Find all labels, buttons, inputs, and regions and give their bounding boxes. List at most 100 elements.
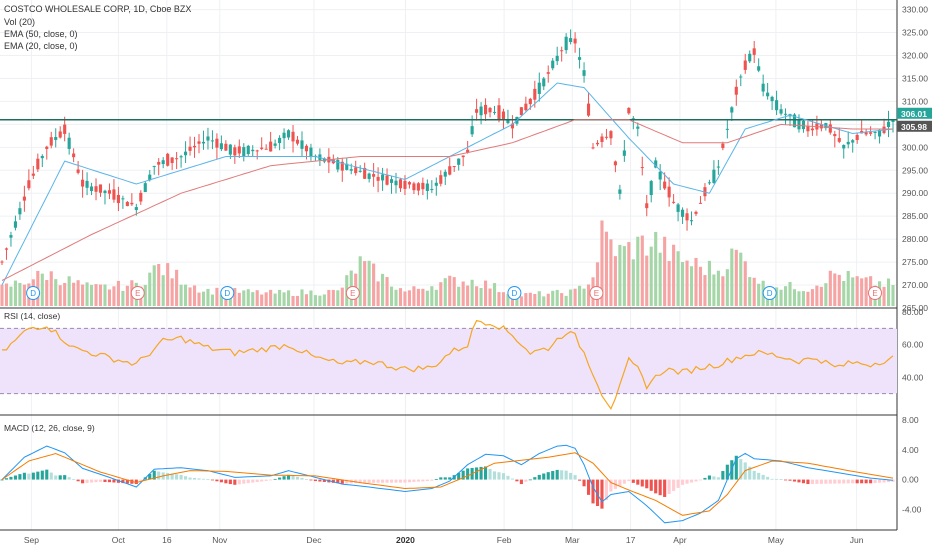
- earnings-marker[interactable]: E: [345, 286, 360, 300]
- candle-body: [470, 126, 474, 135]
- event-label: D: [767, 289, 773, 298]
- macd-histogram-bar: [542, 473, 546, 480]
- earnings-marker[interactable]: E: [868, 286, 882, 300]
- macd-histogram-bar: [242, 479, 246, 484]
- macd-histogram-bar: [381, 479, 385, 483]
- candle-body: [103, 190, 107, 194]
- candle-body: [143, 183, 147, 193]
- price-tick-label: 320.00: [902, 51, 928, 61]
- volume-bar: [645, 255, 649, 306]
- candle-body: [492, 111, 497, 113]
- event-label: D: [224, 289, 230, 298]
- macd-histogram-bar: [54, 475, 58, 480]
- x-tick-label: Oct: [112, 535, 126, 545]
- candle-body: [582, 70, 586, 76]
- dividend-marker[interactable]: D: [220, 286, 235, 300]
- candle-body: [797, 119, 801, 130]
- candle-body: [201, 141, 206, 144]
- candle-body: [806, 125, 810, 132]
- macd-histogram-bar: [197, 478, 201, 480]
- macd-histogram-bar: [228, 479, 232, 485]
- candle-body: [600, 136, 604, 143]
- symbol-title: COSTCO WHOLESALE CORP, 1D, Cboe BZX: [4, 4, 191, 14]
- candle-body: [448, 166, 452, 175]
- earnings-marker[interactable]: E: [589, 286, 604, 300]
- volume-bar: [161, 275, 165, 306]
- candle-body: [49, 137, 53, 146]
- macd-histogram-bar: [873, 479, 877, 484]
- macd-histogram-bar: [251, 479, 255, 483]
- macd-histogram-bar: [45, 469, 49, 480]
- prev-close-label: 305.98: [901, 122, 927, 132]
- macd-histogram-bar: [586, 479, 591, 495]
- macd-histogram-bar: [869, 479, 873, 484]
- macd-histogram-bar: [72, 479, 76, 481]
- candle-body: [237, 146, 241, 154]
- dividend-marker[interactable]: D: [762, 286, 777, 300]
- candle-body: [224, 143, 228, 151]
- earnings-marker[interactable]: E: [130, 286, 145, 300]
- macd-histogram-bar: [488, 468, 492, 480]
- volume-bar: [264, 292, 268, 306]
- macd-histogram-bar: [631, 479, 635, 483]
- volume-bar: [363, 261, 367, 306]
- candle-body: [636, 126, 640, 129]
- macd-histogram-bar: [439, 477, 443, 480]
- candle-body: [367, 173, 371, 179]
- macd-histogram-bar: [649, 479, 653, 491]
- macd-histogram-bar: [681, 479, 685, 485]
- x-tick-label: Nov: [212, 535, 228, 545]
- candle-body: [166, 153, 170, 166]
- candle-body: [689, 220, 694, 222]
- macd-histogram-bar: [479, 466, 483, 480]
- volume-bar: [712, 274, 716, 306]
- macd-histogram-bar: [564, 470, 568, 480]
- dividend-marker[interactable]: D: [507, 286, 522, 300]
- volume-bar: [67, 276, 71, 306]
- volume-bar: [54, 279, 58, 306]
- rsi-tick-label: 60.00: [902, 340, 924, 350]
- dividend-marker[interactable]: D: [26, 286, 41, 300]
- volume-bar: [210, 294, 214, 306]
- volume-bar: [452, 277, 456, 306]
- macd-histogram-bar: [179, 474, 183, 480]
- candle-body: [537, 82, 541, 94]
- candle-body: [22, 196, 26, 201]
- candle-body: [125, 201, 129, 207]
- candle-body: [394, 180, 398, 186]
- candle-body: [134, 207, 138, 211]
- macd-histogram-bar: [304, 478, 309, 480]
- volume-bar: [851, 277, 855, 306]
- candle-body: [654, 160, 658, 168]
- candle-body: [54, 137, 58, 140]
- macd-histogram-bar: [403, 479, 407, 483]
- volume-bar: [157, 264, 161, 306]
- macd-histogram-bar: [891, 479, 895, 482]
- candle-body: [116, 194, 120, 204]
- candle-body: [18, 208, 22, 215]
- volume-bar: [546, 293, 550, 306]
- candle-body: [309, 147, 313, 158]
- volume-bar: [788, 281, 792, 306]
- candle-body: [609, 131, 613, 139]
- volume-bar: [233, 288, 237, 306]
- candle-body: [286, 130, 291, 138]
- volume-bar: [828, 270, 832, 306]
- candle-body: [555, 55, 559, 62]
- volume-bar: [698, 266, 703, 306]
- volume-bar: [730, 248, 734, 306]
- macd-histogram-bar: [506, 475, 510, 480]
- volume-bar: [810, 289, 814, 306]
- volume-bar: [260, 294, 264, 306]
- macd-histogram-bar: [466, 468, 470, 480]
- volume-bar: [407, 290, 412, 306]
- candle-body: [27, 180, 31, 189]
- volume-bar: [251, 292, 255, 306]
- macd-histogram-bar: [219, 479, 223, 483]
- volume-bar: [833, 273, 837, 306]
- volume-bar: [269, 289, 273, 306]
- volume-bar: [748, 277, 752, 306]
- volume-bar: [63, 282, 67, 306]
- volume-bar: [681, 262, 685, 306]
